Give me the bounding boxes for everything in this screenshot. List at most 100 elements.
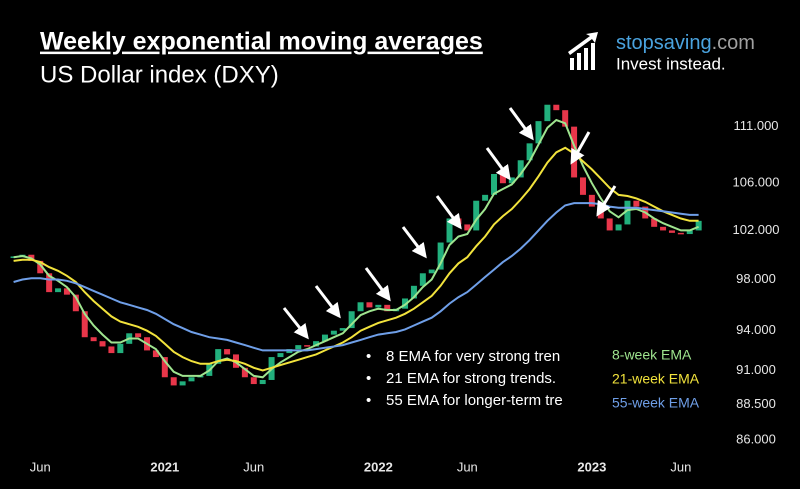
candle (446, 218, 453, 243)
arrow (596, 185, 617, 217)
y-tick-label: 111.000 (733, 118, 778, 133)
candle (63, 288, 70, 295)
subtitle: US Dollar index (DXY) (40, 61, 279, 88)
ema-line (13, 146, 699, 372)
candle (161, 357, 168, 378)
candle (215, 349, 222, 364)
ema-line (13, 118, 699, 379)
legend-label: 55-week EMA (612, 395, 700, 411)
candle (179, 381, 186, 386)
bullet: • (366, 370, 371, 387)
candle (606, 218, 613, 231)
candle (330, 330, 337, 335)
candle (535, 121, 542, 144)
candle (259, 379, 266, 385)
candle (508, 177, 515, 184)
candle (55, 288, 62, 293)
y-tick-label: 106.000 (733, 175, 780, 190)
candle (170, 377, 177, 386)
x-tick-label: Jun (243, 459, 264, 474)
candle (117, 343, 124, 354)
candle (188, 377, 195, 382)
candle (90, 337, 97, 342)
candle (357, 302, 364, 312)
note: 8 EMA for very strong tren (386, 348, 560, 365)
notes: • 8 EMA for very strong tren • 21 EMA fo… (366, 348, 563, 409)
arrow (485, 147, 511, 181)
candle (615, 224, 622, 231)
candle (499, 173, 506, 184)
logo-icon (568, 32, 598, 70)
candle (579, 177, 586, 195)
logo: stopsaving.com Invest instead. (568, 32, 755, 73)
candle (241, 367, 248, 378)
arrow (364, 267, 391, 302)
logo-tagline: Invest instead. (616, 54, 726, 73)
arrow (435, 195, 462, 230)
candle (686, 230, 693, 235)
legend-label: 8-week EMA (612, 347, 692, 363)
note: 21 EMA for strong trends. (386, 370, 556, 387)
candle (553, 104, 560, 111)
candle (339, 328, 346, 331)
candle (419, 273, 426, 286)
candle (72, 294, 79, 312)
y-tick-label: 98.000 (736, 271, 776, 286)
candle (677, 232, 684, 235)
bullet: • (366, 348, 371, 365)
x-tick-label: 2023 (577, 459, 606, 474)
candle (321, 334, 328, 342)
candle (668, 230, 675, 233)
x-tick-label: Jun (457, 459, 478, 474)
candle (250, 377, 257, 385)
logo-name: stopsaving (616, 32, 712, 54)
legend-label: 21-week EMA (612, 371, 700, 387)
arrow (570, 131, 591, 165)
candle (482, 194, 489, 201)
candle (651, 218, 658, 227)
ema-line (13, 202, 699, 352)
candle (562, 110, 569, 127)
candle (37, 260, 44, 274)
candle (473, 200, 480, 231)
y-tick-label: 102.000 (733, 222, 780, 237)
candle (695, 220, 702, 231)
logo-text: stopsaving.com (616, 32, 755, 54)
x-tick-label: 2021 (150, 459, 179, 474)
bullet: • (366, 392, 371, 409)
title: Weekly exponential moving averages (40, 28, 483, 56)
candle (99, 341, 106, 347)
candle (152, 350, 159, 358)
note: 55 EMA for longer-term tre (386, 392, 563, 409)
candle (81, 311, 88, 338)
y-tick-label: 86.000 (736, 431, 776, 446)
y-tick-label: 88.500 (736, 396, 776, 411)
candle (410, 285, 417, 299)
x-tick-label: Jun (670, 459, 691, 474)
candle (588, 194, 595, 207)
candle (224, 349, 231, 355)
y-tick-label: 94.000 (736, 322, 776, 337)
candle (46, 273, 53, 293)
candle (135, 333, 142, 338)
arrow (282, 307, 309, 340)
candle (384, 304, 391, 312)
candle (304, 345, 311, 347)
plot-area (10, 104, 702, 386)
candle (660, 226, 667, 231)
candle (624, 200, 631, 225)
candle (366, 302, 373, 308)
candle (348, 311, 355, 329)
candle (375, 304, 382, 308)
candle (491, 173, 498, 195)
y-tick-label: 91.000 (736, 362, 776, 377)
x-tick-label: 2022 (364, 459, 393, 474)
logo-domain: .com (712, 32, 755, 54)
candle (437, 242, 444, 270)
arrow (508, 107, 534, 141)
arrow (314, 285, 341, 319)
candle (633, 200, 640, 207)
candle (544, 104, 551, 122)
